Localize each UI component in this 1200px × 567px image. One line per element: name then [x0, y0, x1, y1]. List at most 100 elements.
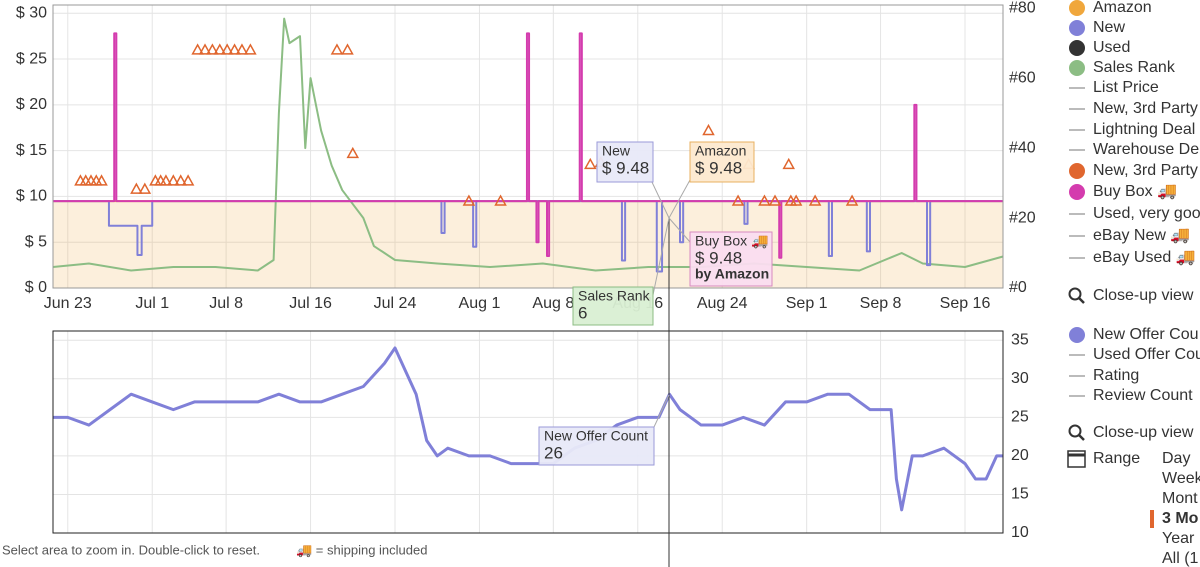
plot-frame — [52, 330, 1004, 534]
y-tick-label: 25 — [1011, 409, 1029, 426]
y-tick-label: 10 — [1011, 524, 1029, 541]
tooltip-box — [689, 141, 755, 183]
search-icon — [1068, 287, 1082, 301]
legend-label[interactable]: eBay New 🚚 — [1093, 227, 1190, 244]
tooltip-title: New — [602, 143, 631, 159]
triangle-point — [235, 43, 249, 55]
legend-label[interactable]: Warehouse De — [1093, 141, 1199, 158]
line — [53, 346, 1003, 512]
legend-marker — [1069, 40, 1085, 56]
legend-label[interactable]: Used — [1093, 39, 1130, 56]
x-tick-label: Jul 16 — [289, 295, 332, 312]
tooltip-value: 26 — [544, 443, 563, 462]
legend-marker — [1069, 163, 1085, 179]
tooltip-box — [596, 141, 654, 183]
tooltip-connector — [653, 394, 670, 428]
triangle-point — [346, 146, 360, 159]
x-tick-label: Aug 24 — [697, 295, 748, 312]
triangle-point — [731, 194, 745, 206]
x-tick-label: Sep 16 — [940, 295, 991, 312]
legend-label[interactable]: Review Count — [1093, 387, 1193, 404]
legend-label[interactable]: New Offer Cou — [1093, 326, 1199, 343]
triangle-point — [130, 182, 143, 194]
x-tick-label: Jul 24 — [374, 295, 417, 312]
calendar-icon — [1067, 450, 1086, 468]
tooltip-value: $ 9.48 — [695, 248, 742, 267]
area — [53, 201, 1003, 288]
triangle-point — [702, 123, 715, 136]
tooltip-value: 6 — [578, 303, 587, 322]
triangle-point — [808, 194, 822, 206]
y2-tick-label: #60 — [1009, 69, 1036, 86]
range-option[interactable]: Mont — [1162, 490, 1198, 507]
y-tick-label: $ 5 — [25, 233, 47, 250]
range-option[interactable]: Day — [1162, 450, 1190, 467]
y2-tick-label: #20 — [1009, 209, 1036, 226]
line — [52, 17, 1004, 272]
tooltip-value: $ 9.48 — [602, 158, 649, 177]
x-tick-label: Sep 8 — [860, 295, 902, 312]
triangle-point — [181, 174, 195, 186]
triangle-point — [789, 194, 803, 206]
footer-shipping: 🚚 = shipping included — [296, 542, 427, 557]
legend-label[interactable]: Sales Rank — [1093, 59, 1176, 76]
tooltip-box — [689, 231, 773, 287]
legend-label[interactable]: Buy Box 🚚 — [1093, 183, 1177, 200]
triangle-point — [341, 43, 354, 55]
triangle-point — [584, 157, 597, 170]
search-icon-handle — [1078, 434, 1085, 441]
triangle-point — [462, 194, 476, 206]
legend-label[interactable]: Used, very goo — [1093, 205, 1200, 222]
tooltip-title: New Offer Count — [544, 428, 648, 444]
legend-marker — [1069, 60, 1085, 76]
search-icon-handle — [1078, 297, 1085, 304]
triangle-point — [159, 174, 173, 186]
y2-tick-label: #40 — [1009, 139, 1036, 156]
range-option[interactable]: All (1 — [1162, 550, 1199, 567]
legend-label[interactable]: New, 3rd Party — [1093, 100, 1198, 117]
tooltip-box — [538, 426, 655, 466]
range-option[interactable]: Week — [1162, 470, 1200, 487]
legend-label[interactable]: Rating — [1093, 367, 1139, 384]
tooltip-connector — [668, 179, 691, 219]
y-tick-label: $ 15 — [16, 142, 47, 159]
legend-label[interactable]: New, 3rd Party — [1093, 162, 1198, 179]
range-option[interactable]: 3 Mo — [1162, 510, 1199, 527]
range-selected-bar — [1150, 510, 1154, 528]
sidebar: Amazon New Used Sales Rank List Price New, 3r… — [1067, 0, 1200, 567]
x-tick-label: Aug 8 — [532, 295, 574, 312]
x-tick-label: Aug 1 — [459, 295, 501, 312]
x-tick-label: Sep 1 — [786, 295, 828, 312]
tooltip-title: Sales Rank — [578, 288, 651, 304]
legend-label[interactable]: Used Offer Cou — [1093, 346, 1200, 363]
y2-tick-label: #80 — [1009, 0, 1036, 16]
line — [53, 200, 1003, 273]
legend-label[interactable]: eBay Used 🚚 — [1093, 249, 1196, 266]
tooltip-note: by Amazon — [695, 266, 769, 282]
y-tick-label: $ 20 — [16, 96, 47, 113]
closeup-link[interactable]: Close-up view — [1093, 424, 1194, 441]
y-tick-label: 15 — [1011, 486, 1029, 503]
legend-label[interactable]: Amazon — [1093, 0, 1152, 16]
range-option[interactable]: Year — [1162, 530, 1195, 547]
y-tick-label: $ 0 — [25, 279, 47, 296]
y-tick-label: $ 30 — [16, 4, 47, 21]
legend-label[interactable]: Lightning Deal — [1093, 121, 1195, 138]
legend-label[interactable]: New — [1093, 19, 1125, 36]
line — [53, 32, 1003, 259]
legend-marker — [1069, 184, 1085, 200]
x-tick-label: Jun 23 — [44, 295, 92, 312]
triangle-point — [191, 43, 204, 55]
plots: Jun 23 Jul 1 Jul 8 Jul 16 Jul 24 Aug 1 Aug 8 Au… — [16, 0, 1036, 567]
triangle-point — [244, 43, 257, 55]
triangle-point — [845, 194, 859, 206]
triangle-point — [220, 43, 234, 55]
legend-marker — [1069, 0, 1085, 16]
legend-label[interactable]: List Price — [1093, 79, 1159, 96]
y-tick-label: 20 — [1011, 447, 1029, 464]
triangle-point — [167, 174, 180, 186]
triangle-point — [138, 182, 152, 194]
triangle-point — [213, 43, 227, 55]
closeup-link[interactable]: Close-up view — [1093, 287, 1194, 304]
